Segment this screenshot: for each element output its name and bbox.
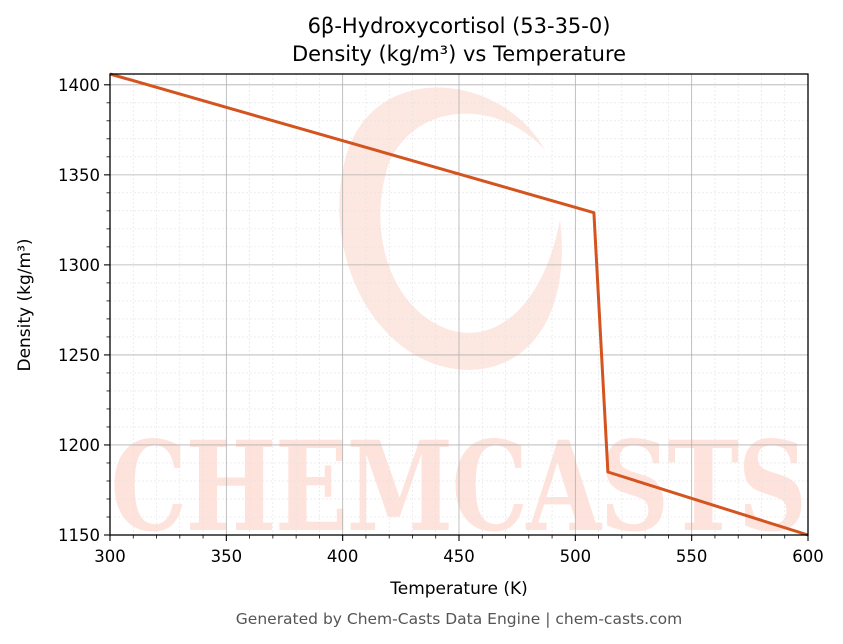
watermark: CHEMCASTS — [111, 87, 808, 560]
x-axis-ticks: 300 350 400 450 500 550 600 — [94, 535, 824, 566]
y-axis-label: Density (kg/m³) — [15, 238, 35, 371]
footer-credit: Generated by Chem-Casts Data Engine | ch… — [236, 610, 682, 628]
x-tick-label: 500 — [560, 547, 592, 566]
y-tick-label: 1250 — [58, 346, 100, 365]
y-tick-label: 1400 — [58, 76, 100, 95]
chart-title: 6β-Hydroxycortisol (53-35-0) — [308, 14, 611, 38]
x-axis-label: Temperature (K) — [389, 579, 528, 599]
x-tick-label: 300 — [94, 547, 126, 566]
x-tick-label: 600 — [792, 547, 824, 566]
x-tick-label: 550 — [676, 547, 708, 566]
y-tick-label: 1300 — [58, 256, 100, 275]
y-tick-label: 1150 — [58, 526, 100, 545]
chart-subtitle: Density (kg/m³) vs Temperature — [292, 42, 626, 66]
y-tick-label: 1350 — [58, 166, 100, 185]
watermark-swirl — [339, 87, 562, 370]
x-tick-label: 350 — [211, 547, 243, 566]
y-tick-label: 1200 — [58, 436, 100, 455]
x-tick-label: 450 — [443, 547, 475, 566]
series-line-density — [109, 72, 809, 537]
x-tick-label: 400 — [327, 547, 359, 566]
grid-major — [109, 74, 809, 536]
y-axis-ticks: 1150 1200 1250 1300 1350 1400 — [58, 76, 110, 545]
watermark-text: CHEMCASTS — [111, 415, 806, 560]
